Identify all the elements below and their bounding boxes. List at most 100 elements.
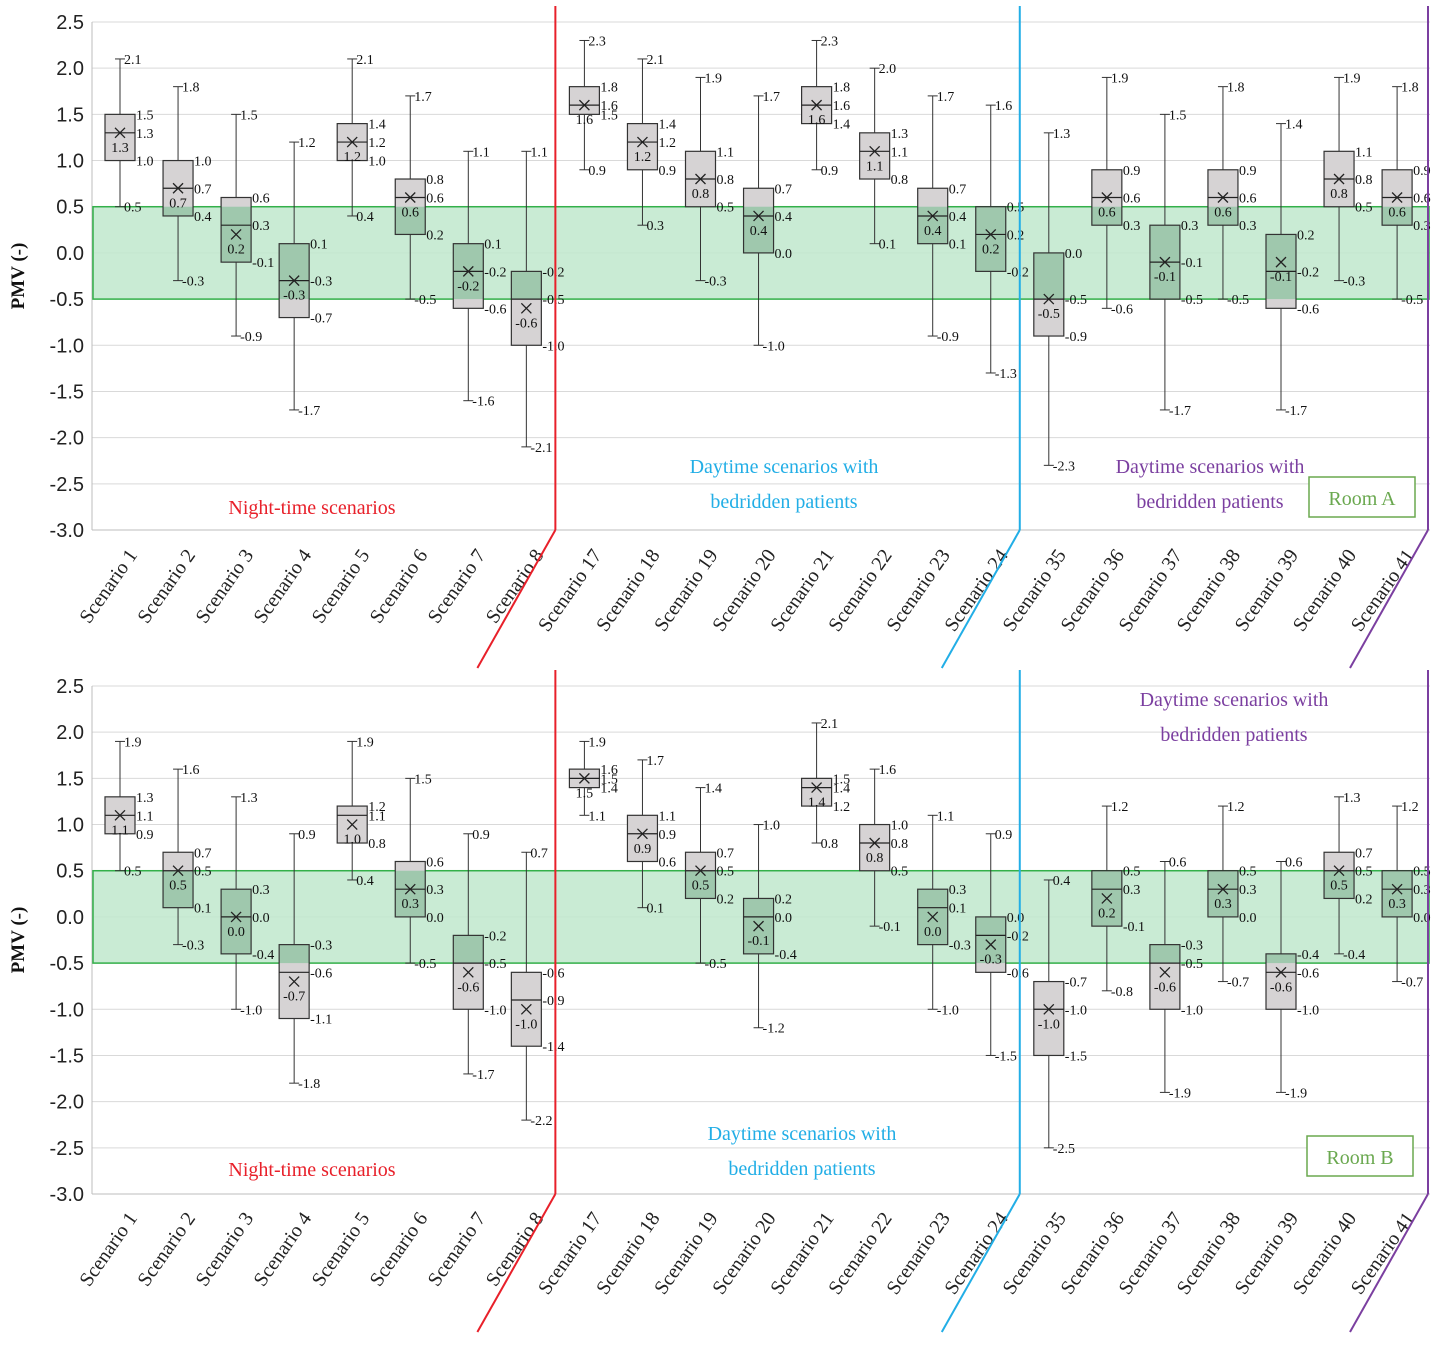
label-q1: 1.0 bbox=[136, 155, 154, 170]
label-max: 1.7 bbox=[763, 90, 781, 105]
label-median: 1.6 bbox=[833, 99, 851, 114]
label-max: 1.4 bbox=[1285, 118, 1303, 133]
y-tick-label: 1.5 bbox=[56, 768, 84, 790]
label-median: 1.4 bbox=[833, 782, 851, 797]
label-q3: 1.1 bbox=[658, 809, 676, 824]
label-q3: 0.8 bbox=[426, 173, 444, 188]
label-q1: -0.6 bbox=[1007, 966, 1029, 981]
label-q3: 0.0 bbox=[1065, 247, 1083, 262]
label-q3: 0.0 bbox=[1007, 911, 1025, 926]
label-q1: -1.0 bbox=[484, 1003, 506, 1018]
label-max: 1.8 bbox=[1227, 81, 1245, 96]
label-q1: -0.5 bbox=[1181, 293, 1203, 308]
label-min: -0.4 bbox=[1343, 948, 1365, 963]
label-q3: 0.9 bbox=[1239, 164, 1257, 179]
box-body-in-band bbox=[163, 870, 194, 908]
box-outline bbox=[626, 814, 659, 863]
label-q3: 1.1 bbox=[1355, 145, 1373, 160]
label-min: -1.7 bbox=[1285, 404, 1307, 419]
label-q3: 0.6 bbox=[426, 855, 444, 870]
box-body bbox=[569, 86, 600, 115]
label-q1: -1.0 bbox=[1297, 1003, 1319, 1018]
label-min: -0.5 bbox=[414, 293, 436, 308]
mean-marker bbox=[927, 911, 939, 923]
box-body-in-band bbox=[743, 206, 774, 253]
label-q3: 1.6 bbox=[600, 763, 618, 778]
mean-marker bbox=[520, 302, 532, 314]
box-body-in-band bbox=[1266, 234, 1296, 300]
label-min: -2.3 bbox=[1053, 459, 1075, 474]
label-median: 0.0 bbox=[252, 911, 270, 926]
label-q3: 0.6 bbox=[252, 191, 270, 206]
label-q1: 0.5 bbox=[1355, 201, 1373, 216]
room-label-box bbox=[1306, 1135, 1414, 1177]
label-mean: 0.2 bbox=[1098, 906, 1116, 921]
label-q1: 0.0 bbox=[426, 911, 444, 926]
y-tick-label: -0.5 bbox=[50, 953, 84, 975]
label-median: 0.5 bbox=[194, 865, 212, 880]
label-median: 1.2 bbox=[368, 136, 386, 151]
label-max: 1.8 bbox=[1401, 81, 1419, 96]
label-median: -0.5 bbox=[484, 957, 506, 972]
box-body-in-band bbox=[1033, 252, 1064, 300]
mean-marker bbox=[578, 772, 590, 784]
label-q3: 0.5 bbox=[1123, 865, 1141, 880]
label-min: -1.7 bbox=[1169, 404, 1191, 419]
label-mean: 0.6 bbox=[1388, 205, 1406, 220]
mean-marker bbox=[1101, 192, 1113, 203]
label-mean: 0.5 bbox=[1330, 879, 1348, 894]
label-max: 1.5 bbox=[240, 108, 258, 123]
label-mean: 1.2 bbox=[343, 150, 361, 165]
label-q3: 0.7 bbox=[949, 182, 967, 197]
label-min: 0.4 bbox=[356, 210, 374, 225]
y-tick-label: 2.5 bbox=[56, 12, 84, 34]
label-q3: -0.2 bbox=[542, 265, 564, 280]
label-q1: 0.8 bbox=[368, 837, 386, 852]
label-median: 0.3 bbox=[1413, 883, 1431, 898]
label-median: -0.9 bbox=[542, 994, 564, 1009]
y-tick-label: 0.0 bbox=[56, 243, 84, 265]
mean-marker bbox=[636, 828, 648, 840]
label-mean: 1.1 bbox=[111, 823, 129, 838]
box-outline bbox=[975, 916, 1007, 973]
label-min: -0.3 bbox=[1343, 275, 1365, 290]
label-mean: 0.5 bbox=[692, 879, 710, 894]
box-outline bbox=[1091, 870, 1123, 927]
label-q3: 0.5 bbox=[1239, 865, 1257, 880]
mean-marker bbox=[695, 865, 706, 877]
label-q1: 0.0 bbox=[775, 247, 793, 262]
mean-marker bbox=[578, 99, 590, 111]
y-tick-label: 0.5 bbox=[56, 197, 84, 219]
mean-marker bbox=[346, 136, 358, 148]
group-annotation: bedridden patients bbox=[1160, 724, 1307, 746]
box-outline bbox=[510, 971, 542, 1047]
label-min: 0.5 bbox=[124, 201, 142, 216]
label-min: -2.2 bbox=[530, 1114, 552, 1129]
mean-marker bbox=[172, 865, 184, 877]
label-max: 2.3 bbox=[821, 34, 839, 49]
box-outline bbox=[220, 888, 252, 955]
box-body-in-band bbox=[1207, 206, 1238, 226]
label-q1: 1.4 bbox=[600, 782, 618, 797]
label-min: -1.7 bbox=[472, 1068, 494, 1083]
label-max: 1.7 bbox=[414, 90, 432, 105]
label-max: 1.9 bbox=[705, 71, 723, 86]
mean-marker bbox=[753, 920, 765, 932]
box-body-in-band bbox=[685, 870, 716, 899]
label-mean: 0.4 bbox=[750, 224, 768, 239]
label-max: 2.1 bbox=[356, 53, 374, 68]
y-tick-label: -3.0 bbox=[50, 1184, 84, 1206]
label-max: 1.9 bbox=[356, 735, 374, 750]
label-mean: 0.7 bbox=[169, 196, 187, 211]
y-tick-label: -0.5 bbox=[50, 289, 84, 311]
label-mean: 1.4 bbox=[808, 796, 826, 811]
